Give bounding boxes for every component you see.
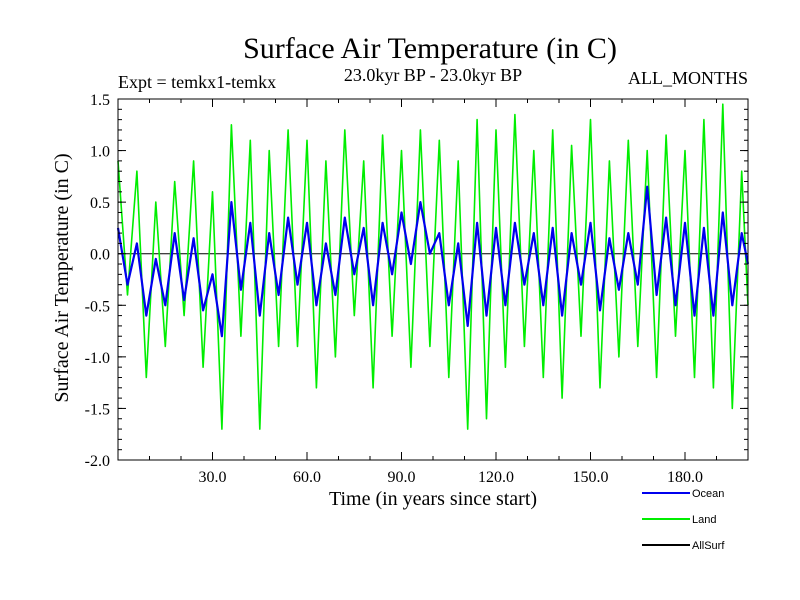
series-line-ocean <box>116 185 750 338</box>
x-tick-label: 90.0 <box>388 469 416 486</box>
legend-label-land: Land <box>692 514 716 526</box>
y-axis-label: Surface Air Temperature (in C) <box>51 153 73 402</box>
x-tick-label: 150.0 <box>573 469 609 486</box>
chart-subtitle-center: 23.0kyr BP - 23.0kyr BP <box>344 65 522 85</box>
x-tick-label: 180.0 <box>667 469 703 486</box>
legend-label-allsurf: AllSurf <box>692 540 725 552</box>
x-tick-label: 60.0 <box>293 469 321 486</box>
x-tick-label: 30.0 <box>199 469 227 486</box>
y-tick-label: 0.0 <box>90 247 110 264</box>
chart-title: Surface Air Temperature (in C) <box>243 32 617 65</box>
legend-label-ocean: Ocean <box>692 488 724 500</box>
chart-subtitle-left: Expt = temkx1-temkx <box>118 72 276 92</box>
y-tick-label: -1.0 <box>85 350 110 367</box>
legend: Ocean Land AllSurf <box>642 488 725 552</box>
y-tick-label: 1.5 <box>90 92 110 109</box>
y-tick-label: 1.0 <box>90 144 110 161</box>
y-tick-label: -2.0 <box>85 453 110 470</box>
y-tick-label: 0.5 <box>90 195 110 212</box>
x-axis-label: Time (in years since start) <box>329 488 537 510</box>
y-tick-label: -1.5 <box>85 401 110 418</box>
y-tick-label: -0.5 <box>85 298 110 315</box>
x-tick-label: 120.0 <box>478 469 514 486</box>
chart-subtitle-right: ALL_MONTHS <box>628 68 748 88</box>
